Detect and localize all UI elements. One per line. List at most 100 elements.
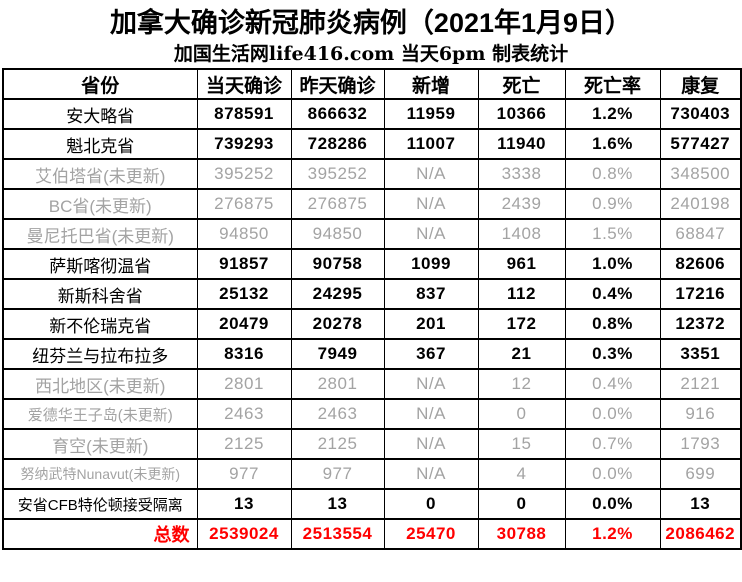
new-cell: N/A xyxy=(383,398,479,430)
deaths-cell: 961 xyxy=(477,248,566,280)
province-cell: 育空(未更新) xyxy=(2,428,198,460)
deaths-cell: 112 xyxy=(477,278,566,310)
page-subtitle: 加国生活网life416.com 当天6pm 制表统计 xyxy=(173,43,569,65)
yesterday-cell: 395252 xyxy=(290,158,385,190)
table-row: BC省(未更新) 276875 276875 N/A 2439 0.9% 240198 xyxy=(2,188,742,220)
death-rate-cell: 0.9% xyxy=(564,188,661,220)
totals-recovered-cell: 2086462 xyxy=(659,518,742,550)
recovered-cell: 577427 xyxy=(659,128,742,160)
recovered-cell: 12372 xyxy=(659,308,742,340)
new-cell: 837 xyxy=(383,278,479,310)
table-row: 西北地区(未更新) 2801 2801 N/A 12 0.4% 2121 xyxy=(2,368,742,400)
new-cell: N/A xyxy=(383,458,479,490)
column-header-deaths: 死亡 xyxy=(477,68,566,100)
today-cell: 878591 xyxy=(196,98,292,130)
recovered-cell: 240198 xyxy=(659,188,742,220)
column-header-yesterday: 昨天确诊 xyxy=(290,68,385,100)
death-rate-cell: 0.7% xyxy=(564,428,661,460)
recovered-cell: 699 xyxy=(659,458,742,490)
province-cell: 艾伯塔省(未更新) xyxy=(2,158,198,190)
table-row: 育空(未更新) 2125 2125 N/A 15 0.7% 1793 xyxy=(2,428,742,460)
today-cell: 20479 xyxy=(196,308,292,340)
yesterday-cell: 94850 xyxy=(290,218,385,250)
today-cell: 2463 xyxy=(196,398,292,430)
header-area: 加拿大确诊新冠肺炎病例（2021年1月9日） 加国生活网life416.com … xyxy=(0,0,742,68)
province-cell: 纽芬兰与拉布拉多 xyxy=(2,338,198,370)
column-header-new: 新增 xyxy=(383,68,479,100)
recovered-cell: 82606 xyxy=(659,248,742,280)
table-row: 安省CFB特伦顿接受隔离 13 13 0 0 0.0% 13 xyxy=(2,488,742,520)
province-cell: 西北地区(未更新) xyxy=(2,368,198,400)
death-rate-cell: 1.5% xyxy=(564,218,661,250)
death-rate-cell: 1.6% xyxy=(564,128,661,160)
covid-stats-table: 省份 当天确诊 昨天确诊 新增 死亡 死亡率 康复 安大略省 878591 8666… xyxy=(2,68,742,550)
recovered-cell: 3351 xyxy=(659,338,742,370)
new-cell: 1099 xyxy=(383,248,479,280)
yesterday-cell: 728286 xyxy=(290,128,385,160)
recovered-cell: 1793 xyxy=(659,428,742,460)
table-row: 新斯科舍省 25132 24295 837 112 0.4% 17216 xyxy=(2,278,742,310)
new-cell: 11007 xyxy=(383,128,479,160)
yesterday-cell: 90758 xyxy=(290,248,385,280)
deaths-cell: 4 xyxy=(477,458,566,490)
death-rate-cell: 1.2% xyxy=(564,98,661,130)
table-row: 安大略省 878591 866632 11959 10366 1.2% 730403 xyxy=(2,98,742,130)
province-cell: 努纳武特Nunavut(未更新) xyxy=(2,458,198,490)
deaths-cell: 2439 xyxy=(477,188,566,220)
table-row: 艾伯塔省(未更新) 395252 395252 N/A 3338 0.8% 348500 xyxy=(2,158,742,190)
province-cell: BC省(未更新) xyxy=(2,188,198,220)
deaths-cell: 0 xyxy=(477,398,566,430)
death-rate-cell: 0.0% xyxy=(564,458,661,490)
province-cell: 新不伦瑞克省 xyxy=(2,308,198,340)
recovered-cell: 730403 xyxy=(659,98,742,130)
yesterday-cell: 20278 xyxy=(290,308,385,340)
totals-new-cell: 25470 xyxy=(383,518,479,550)
table-row: 努纳武特Nunavut(未更新) 977 977 N/A 4 0.0% 699 xyxy=(2,458,742,490)
yesterday-cell: 866632 xyxy=(290,98,385,130)
death-rate-cell: 0.8% xyxy=(564,308,661,340)
table-row: 魁北克省 739293 728286 11007 11940 1.6% 577427 xyxy=(2,128,742,160)
new-cell: 0 xyxy=(383,488,479,520)
table-body: 安大略省 878591 866632 11959 10366 1.2% 730403 魁北克省… xyxy=(2,98,742,520)
new-cell: N/A xyxy=(383,368,479,400)
totals-row: 总数 2539024 2513554 25470 30788 1.2% 2086… xyxy=(2,518,742,550)
page-title: 加拿大确诊新冠肺炎病例（2021年1月9日） xyxy=(109,8,633,38)
today-cell: 94850 xyxy=(196,218,292,250)
table-row: 曼尼托巴省(未更新) 94850 94850 N/A 1408 1.5% 68847 xyxy=(2,218,742,250)
recovered-cell: 2121 xyxy=(659,368,742,400)
death-rate-cell: 0.4% xyxy=(564,278,661,310)
totals-yesterday-cell: 2513554 xyxy=(290,518,385,550)
column-header-death-rate: 死亡率 xyxy=(564,68,661,100)
new-cell: N/A xyxy=(383,188,479,220)
table-row: 萨斯喀彻温省 91857 90758 1099 961 1.0% 82606 xyxy=(2,248,742,280)
header-row: 省份 当天确诊 昨天确诊 新增 死亡 死亡率 康复 xyxy=(2,68,742,100)
deaths-cell: 10366 xyxy=(477,98,566,130)
today-cell: 91857 xyxy=(196,248,292,280)
today-cell: 739293 xyxy=(196,128,292,160)
table-row: 新不伦瑞克省 20479 20278 201 172 0.8% 12372 xyxy=(2,308,742,340)
province-cell: 萨斯喀彻温省 xyxy=(2,248,198,280)
column-header-province: 省份 xyxy=(2,68,198,100)
today-cell: 2125 xyxy=(196,428,292,460)
recovered-cell: 348500 xyxy=(659,158,742,190)
today-cell: 8316 xyxy=(196,338,292,370)
new-cell: N/A xyxy=(383,218,479,250)
recovered-cell: 68847 xyxy=(659,218,742,250)
yesterday-cell: 7949 xyxy=(290,338,385,370)
deaths-cell: 12 xyxy=(477,368,566,400)
yesterday-cell: 977 xyxy=(290,458,385,490)
recovered-cell: 17216 xyxy=(659,278,742,310)
death-rate-cell: 0.0% xyxy=(564,398,661,430)
new-cell: 367 xyxy=(383,338,479,370)
new-cell: N/A xyxy=(383,428,479,460)
deaths-cell: 21 xyxy=(477,338,566,370)
new-cell: 11959 xyxy=(383,98,479,130)
recovered-cell: 916 xyxy=(659,398,742,430)
death-rate-cell: 0.0% xyxy=(564,488,661,520)
table-row: 纽芬兰与拉布拉多 8316 7949 367 21 0.3% 3351 xyxy=(2,338,742,370)
yesterday-cell: 2463 xyxy=(290,398,385,430)
province-cell: 安大略省 xyxy=(2,98,198,130)
column-header-today: 当天确诊 xyxy=(196,68,292,100)
death-rate-cell: 1.0% xyxy=(564,248,661,280)
